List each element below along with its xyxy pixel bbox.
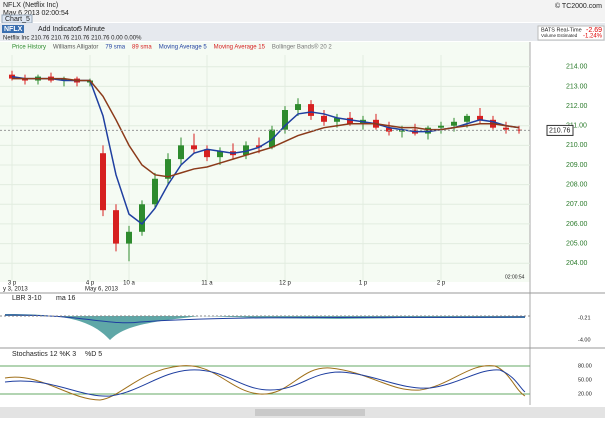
candle-body [477, 115, 483, 120]
x-tick-label: 11 a [201, 281, 213, 287]
candle-body [165, 159, 171, 179]
legend-entry: Moving Average 15 [214, 45, 266, 51]
last-price-label: 210.76 [549, 127, 571, 134]
candle-body [217, 151, 223, 158]
panel-extra: %D 5 [85, 351, 102, 358]
window-title: NFLX (Netflix Inc) [3, 2, 58, 9]
legend-entry: 89 sma [132, 45, 152, 51]
tab-label: Chart_5 [5, 16, 30, 23]
date-label: y 3, 2013 [3, 287, 28, 293]
panel-tick: -4.00 [578, 337, 591, 343]
panel-tick: 50.00 [578, 377, 592, 383]
oscillator-line [4, 314, 526, 324]
candle-body [308, 104, 314, 116]
candle-body [321, 115, 327, 122]
feed-box [537, 25, 605, 41]
interval[interactable]: 5 Minute [78, 26, 105, 33]
candle-body [451, 121, 457, 126]
candle-body [334, 117, 340, 122]
candle-body [243, 145, 249, 156]
y-tick-label: 212.00 [566, 103, 588, 110]
brand: © TC2000.com [555, 2, 602, 10]
candle-body [256, 145, 262, 148]
y-tick-label: 204.00 [566, 260, 588, 267]
symbol: NFLX [4, 26, 23, 33]
quote: Netflix Inc 210.76 210.76 210.76 210.76 … [3, 36, 142, 42]
x-tick-label: 10 a [123, 281, 135, 287]
candle-body [191, 145, 197, 150]
x-tick-label: 1 p [359, 281, 368, 287]
add-indicator[interactable]: Add Indicator [38, 26, 80, 33]
x-tick-label: 4 p [86, 281, 95, 287]
price-pane [0, 42, 530, 282]
y-tick-label: 211.00 [566, 123, 587, 130]
candle-body [22, 78, 28, 81]
volume: Volume Estimated [541, 33, 578, 38]
y-tick-label: 206.00 [566, 221, 588, 228]
x-tick-label: 2 p [437, 281, 446, 287]
date-label: May 6, 2013 [85, 287, 119, 293]
x-tick-label: 12 p [279, 281, 291, 287]
candle-body [139, 204, 145, 232]
y-tick-label: 214.00 [566, 64, 588, 71]
candle-body [100, 153, 106, 211]
toolbar [0, 23, 605, 41]
oscillator-area [5, 314, 525, 340]
title-bar [0, 0, 605, 22]
legend-entry: Williams Alligator [53, 45, 98, 51]
y-tick-label: 208.00 [566, 181, 588, 188]
candle-body [126, 231, 132, 244]
panel-name: Stochastics 12 %K 3 [12, 351, 76, 358]
candle-body [347, 117, 353, 124]
y-tick-label: 209.00 [566, 162, 588, 169]
change-pct: -1.24% [583, 34, 603, 40]
candle-body [295, 104, 301, 110]
x-tick-label: 3 p [8, 281, 17, 287]
candle-body [178, 145, 184, 160]
candle-body [503, 127, 509, 130]
scroll-thumb[interactable] [255, 409, 365, 416]
legend-entry: 79 sma [105, 45, 125, 51]
stoch-d [4, 369, 526, 397]
moving-average [11, 75, 520, 225]
legend: Price History Williams Alligator 79 sma 89 … [12, 44, 332, 51]
candle-body [113, 210, 119, 244]
candle-body [386, 127, 392, 132]
candle-body [464, 115, 470, 122]
time-label: 02:00:54 [505, 274, 525, 280]
candle-body [204, 149, 210, 158]
window-date: May 6 2013 02:00:54 [3, 10, 69, 17]
last-price-box [546, 124, 574, 136]
candle-body [516, 129, 522, 131]
y-tick-label: 205.00 [566, 240, 588, 247]
candle-body [61, 78, 67, 81]
panel-extra: ma 16 [56, 295, 76, 302]
panel-tick: 80.00 [578, 363, 592, 369]
panel-name: LBR 3-10 [12, 295, 42, 302]
legend-entry: Bollinger Bands® 20 2 [272, 44, 332, 51]
change: -2.69 [586, 27, 602, 34]
legend-entry: Moving Average 5 [159, 45, 208, 51]
stoch-k [4, 365, 526, 401]
panel-tick: 20.00 [578, 391, 592, 397]
moving-average [12, 77, 520, 178]
y-tick-label: 210.00 [566, 142, 588, 149]
candle-body [152, 178, 158, 205]
y-tick-label: 207.00 [566, 201, 588, 208]
feed: BATS Real-Time [541, 27, 582, 33]
legend-entry: Price History [12, 45, 46, 51]
symbol-box[interactable] [2, 25, 24, 33]
panel-tick: -0.21 [578, 315, 591, 321]
candle-body [282, 110, 288, 130]
y-tick-label: 213.00 [566, 83, 588, 90]
candle-body [438, 125, 444, 128]
